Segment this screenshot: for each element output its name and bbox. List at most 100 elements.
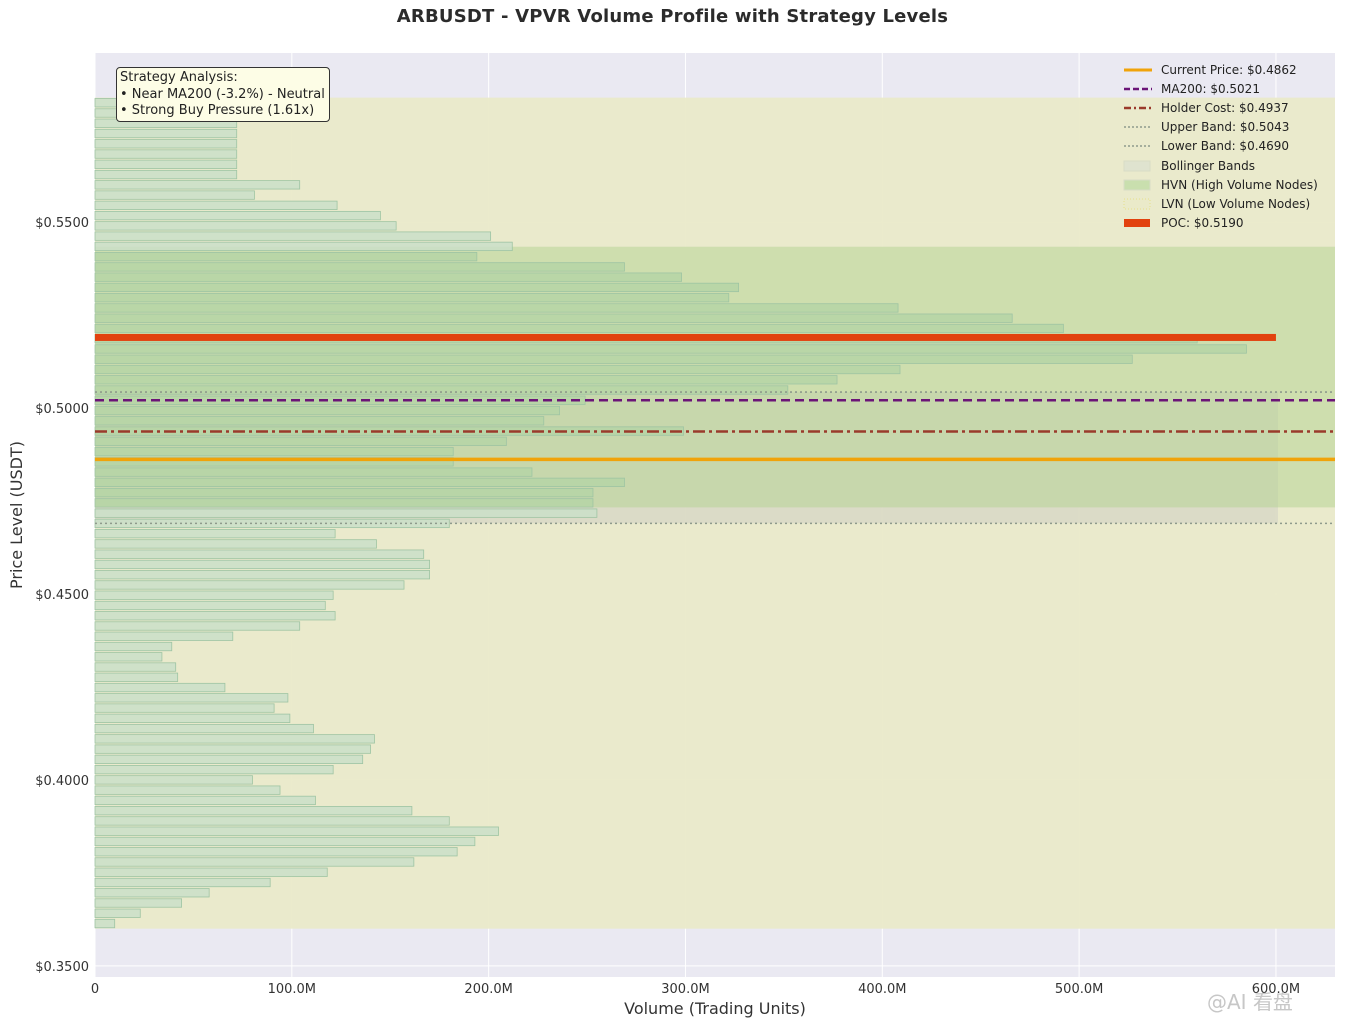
y-tick-label: $0.3500 [35,960,89,975]
legend-label: MA200: $0.5021 [1161,81,1260,96]
volume-bar [94,734,375,744]
volume-bar [94,139,238,149]
y-tick-label: $0.5000 [35,402,89,417]
volume-bar [94,190,255,200]
volume-bar [94,682,226,693]
legend-label: POC: $0.5190 [1161,216,1244,231]
volume-bar [94,385,789,395]
y-axis-label: Price Level (USDT) [7,441,26,589]
chart-title: ARBUSDT - VPVR Volume Profile with Strat… [396,6,949,27]
volume-bar [94,344,1247,354]
x-axis-label: Volume (Trading Units) [624,999,806,1018]
legend-swatch-shape [1123,198,1151,210]
volume-bar [94,477,625,487]
volume-bar [94,262,625,272]
poc-bar [95,333,1276,341]
volume-bar [94,210,381,221]
volume-bar [94,877,271,888]
volume-bar [94,303,899,313]
volume-bar [94,446,454,457]
legend-swatch [1122,160,1152,172]
volume-bar [94,375,838,385]
x-tick-label: 600.0M [1252,982,1300,997]
volume-bar [94,498,594,508]
volume-bar [94,467,533,477]
volume-bar [94,867,328,877]
legend-entry: Lower Band: $0.4690 [1122,137,1318,156]
y-tick-label: $0.4500 [35,588,89,603]
annotation-line: Strategy Analysis: [120,70,238,85]
volume-bar [94,354,1133,364]
volume-bar [94,487,594,498]
volume-bar [94,529,336,539]
volume-bar [94,641,173,652]
volume-bar [94,713,291,723]
legend-entry: Upper Band: $0.5043 [1122,118,1318,137]
legend-swatch [1122,121,1152,133]
legend-entry: MA200: $0.5021 [1122,79,1318,98]
legend-entry: HVN (High Volume Nodes) [1122,175,1318,194]
volume-bar [94,159,238,169]
annotation-line: • Near MA200 (-3.2%) - Neutral [120,86,325,102]
legend-swatch [1122,198,1152,210]
volume-bar [94,795,316,806]
volume-bar [94,149,238,159]
legend-label: Lower Band: $0.4690 [1161,139,1290,154]
volume-bar [94,416,545,426]
volume-bar [94,611,336,621]
volume-bar [94,559,431,570]
legend-entry: POC: $0.5190 [1122,214,1318,233]
volume-bar [94,293,730,303]
volume-bar [94,631,234,641]
volume-bar [94,508,598,518]
volume-bar [94,539,377,549]
legend-swatch [1122,217,1152,229]
legend-label: Bollinger Bands [1161,158,1255,173]
legend-swatch [1122,140,1152,152]
watermark: @AI 看盘 [1207,990,1293,1014]
volume-bar [94,272,682,282]
volume-bar [94,549,425,559]
legend-label: LVN (Low Volume Nodes) [1161,196,1311,211]
y-tick-label: $0.4000 [35,774,89,789]
volume-bar [94,282,740,293]
legend-swatch-shape [1123,160,1151,172]
volume-bar [94,816,450,826]
volume-bar [94,405,560,416]
volume-bar [94,703,275,713]
volume-bar [94,200,338,210]
volume-bar [94,806,413,816]
volume-bar [94,364,901,375]
legend-entry: Current Price: $0.4862 [1122,60,1318,79]
legend-entry: LVN (Low Volume Nodes) [1122,194,1318,213]
volume-bar [94,765,334,775]
volume-bar [94,857,415,867]
volume-bar [94,826,499,836]
legend-label: Holder Cost: $0.4937 [1161,100,1289,115]
volume-bar [94,590,334,600]
plot-area [94,53,1335,977]
y-tick-label: $0.5500 [35,216,89,231]
x-tick-label: 200.0M [464,982,512,997]
volume-bar [94,323,1064,334]
volume-bar [94,908,141,918]
legend-label: HVN (High Volume Nodes) [1161,177,1318,192]
volume-bar [94,128,238,139]
volume-bar [94,847,458,857]
legend-entry: Holder Cost: $0.4937 [1122,98,1318,117]
legend-swatch [1122,83,1152,95]
x-tick-label: 0 [91,982,99,997]
volume-bar [94,693,289,703]
strategy-annotation-box: Strategy Analysis: • Near MA200 (-3.2%) … [116,67,330,122]
axes: 0 100.0M 200.0M 300.0M 400.0M 500.0M 600.0M $0.… [7,216,1300,1018]
volume-bar [94,662,177,672]
legend-label: Current Price: $0.4862 [1161,62,1297,77]
volume-bar [94,600,326,611]
x-tick-label: 400.0M [858,982,906,997]
volume-bar [94,888,210,898]
x-tick-label: 500.0M [1055,982,1103,997]
volume-bar [94,570,431,580]
volume-bar [94,621,301,631]
volume-bar [94,836,476,847]
volume-bar [94,180,301,190]
